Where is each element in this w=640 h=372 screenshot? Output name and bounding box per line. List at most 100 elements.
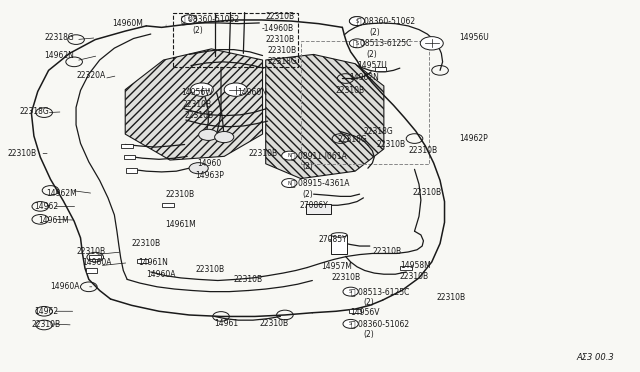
Bar <box>349 309 361 314</box>
Text: (2): (2) <box>302 162 313 171</box>
Text: 14960N: 14960N <box>237 88 267 97</box>
Text: (2): (2) <box>364 330 374 340</box>
Circle shape <box>420 37 444 50</box>
Bar <box>331 235 347 254</box>
Text: 22310B: 22310B <box>408 146 437 155</box>
Text: 14960M: 14960M <box>113 19 143 28</box>
Text: 22310B: 22310B <box>76 247 105 256</box>
Text: S: S <box>355 19 358 23</box>
Text: 14961N: 14961N <box>138 258 168 267</box>
Text: 22310B: 22310B <box>372 247 401 256</box>
Text: (2): (2) <box>370 28 381 37</box>
Text: 22310B: 22310B <box>266 12 295 21</box>
Text: 22310B: 22310B <box>184 111 214 120</box>
Circle shape <box>190 83 213 96</box>
Circle shape <box>349 17 365 26</box>
Text: S: S <box>188 17 191 22</box>
Text: 22320A: 22320A <box>76 71 106 80</box>
Text: 27086Y: 27086Y <box>300 201 328 210</box>
Text: 22310B: 22310B <box>259 320 289 328</box>
Text: 22310B: 22310B <box>266 35 295 44</box>
Text: 14956W: 14956W <box>180 88 212 97</box>
Bar <box>122 144 133 148</box>
Text: N: N <box>287 153 291 158</box>
Text: S: S <box>349 321 352 326</box>
Circle shape <box>343 287 358 296</box>
Text: 22310B: 22310B <box>31 321 60 330</box>
Text: (2): (2) <box>302 190 313 199</box>
Text: 14957M: 14957M <box>321 262 352 271</box>
Text: 22310B: 22310B <box>195 265 225 274</box>
Text: S: S <box>355 41 358 46</box>
Text: Ⓝ 08911-I061A: Ⓝ 08911-I061A <box>291 151 347 160</box>
Circle shape <box>282 179 297 187</box>
Circle shape <box>181 15 196 24</box>
Text: Ⓢ 08513-6125C: Ⓢ 08513-6125C <box>353 39 412 48</box>
Bar <box>124 155 136 159</box>
Text: 14962N: 14962N <box>349 73 379 82</box>
Text: 14960: 14960 <box>197 159 221 168</box>
Text: (2): (2) <box>364 298 374 307</box>
Text: 14962: 14962 <box>34 202 58 211</box>
Text: 22318G: 22318G <box>44 33 74 42</box>
Text: S: S <box>349 289 352 294</box>
Text: 22310B: 22310B <box>413 188 442 197</box>
Circle shape <box>343 320 358 328</box>
Text: 14957U: 14957U <box>357 61 387 70</box>
Text: 14956U: 14956U <box>460 32 489 42</box>
Text: AΣ3 00.3: AΣ3 00.3 <box>576 353 614 362</box>
Text: Ⓢ 08360-51062: Ⓢ 08360-51062 <box>180 15 239 24</box>
Text: 22318G: 22318G <box>268 57 298 66</box>
Text: 14960A: 14960A <box>51 282 80 291</box>
Circle shape <box>282 151 297 160</box>
Circle shape <box>198 129 218 140</box>
Polygon shape <box>266 54 384 179</box>
Bar <box>137 259 148 263</box>
Text: 22310B: 22310B <box>332 273 360 282</box>
Text: 14962N: 14962N <box>44 51 74 60</box>
Text: (2): (2) <box>192 26 203 35</box>
Text: 22310B: 22310B <box>7 149 36 158</box>
Text: 22318G: 22318G <box>338 135 367 144</box>
Text: Ⓢ 08360-51062: Ⓢ 08360-51062 <box>351 320 409 328</box>
Circle shape <box>349 39 365 48</box>
Text: 22310B: 22310B <box>166 190 195 199</box>
Text: 14961M: 14961M <box>38 216 68 225</box>
Circle shape <box>349 17 365 26</box>
Text: 22310B: 22310B <box>400 272 429 281</box>
Ellipse shape <box>331 233 347 237</box>
Bar <box>401 266 412 270</box>
Bar <box>90 255 101 259</box>
Text: 14960A: 14960A <box>147 270 176 279</box>
Text: 22310B: 22310B <box>248 149 278 158</box>
Text: 22310B: 22310B <box>436 293 465 302</box>
Circle shape <box>224 83 247 96</box>
Text: 22310B: 22310B <box>268 46 297 55</box>
Text: Ⓝ 08915-4361A: Ⓝ 08915-4361A <box>291 179 350 187</box>
Text: 14961M: 14961M <box>166 221 196 230</box>
Bar <box>126 168 138 173</box>
Text: 14961: 14961 <box>214 320 239 328</box>
Text: 22310B: 22310B <box>234 275 263 284</box>
Text: 22310B: 22310B <box>132 239 161 248</box>
Bar <box>86 268 97 273</box>
Text: 14963P: 14963P <box>195 171 225 180</box>
Text: 22310B: 22310B <box>376 140 405 149</box>
Text: (2): (2) <box>366 50 377 59</box>
Text: -14960B: -14960B <box>261 24 293 33</box>
Text: 14962: 14962 <box>34 307 58 316</box>
Text: 22318G: 22318G <box>20 108 50 116</box>
Bar <box>163 203 173 208</box>
Polygon shape <box>125 49 262 160</box>
Text: 27085Y: 27085Y <box>319 235 348 244</box>
Circle shape <box>214 132 234 142</box>
Text: 22310B: 22310B <box>182 100 212 109</box>
Bar <box>306 204 332 214</box>
Text: 14962P: 14962P <box>460 134 488 143</box>
Text: 14958M: 14958M <box>400 261 431 270</box>
Text: 22310B: 22310B <box>336 86 365 95</box>
Bar <box>375 67 387 71</box>
Text: 14960A: 14960A <box>83 258 112 267</box>
Circle shape <box>189 163 208 174</box>
Text: Ⓢ 08513-6125C: Ⓢ 08513-6125C <box>351 287 409 296</box>
